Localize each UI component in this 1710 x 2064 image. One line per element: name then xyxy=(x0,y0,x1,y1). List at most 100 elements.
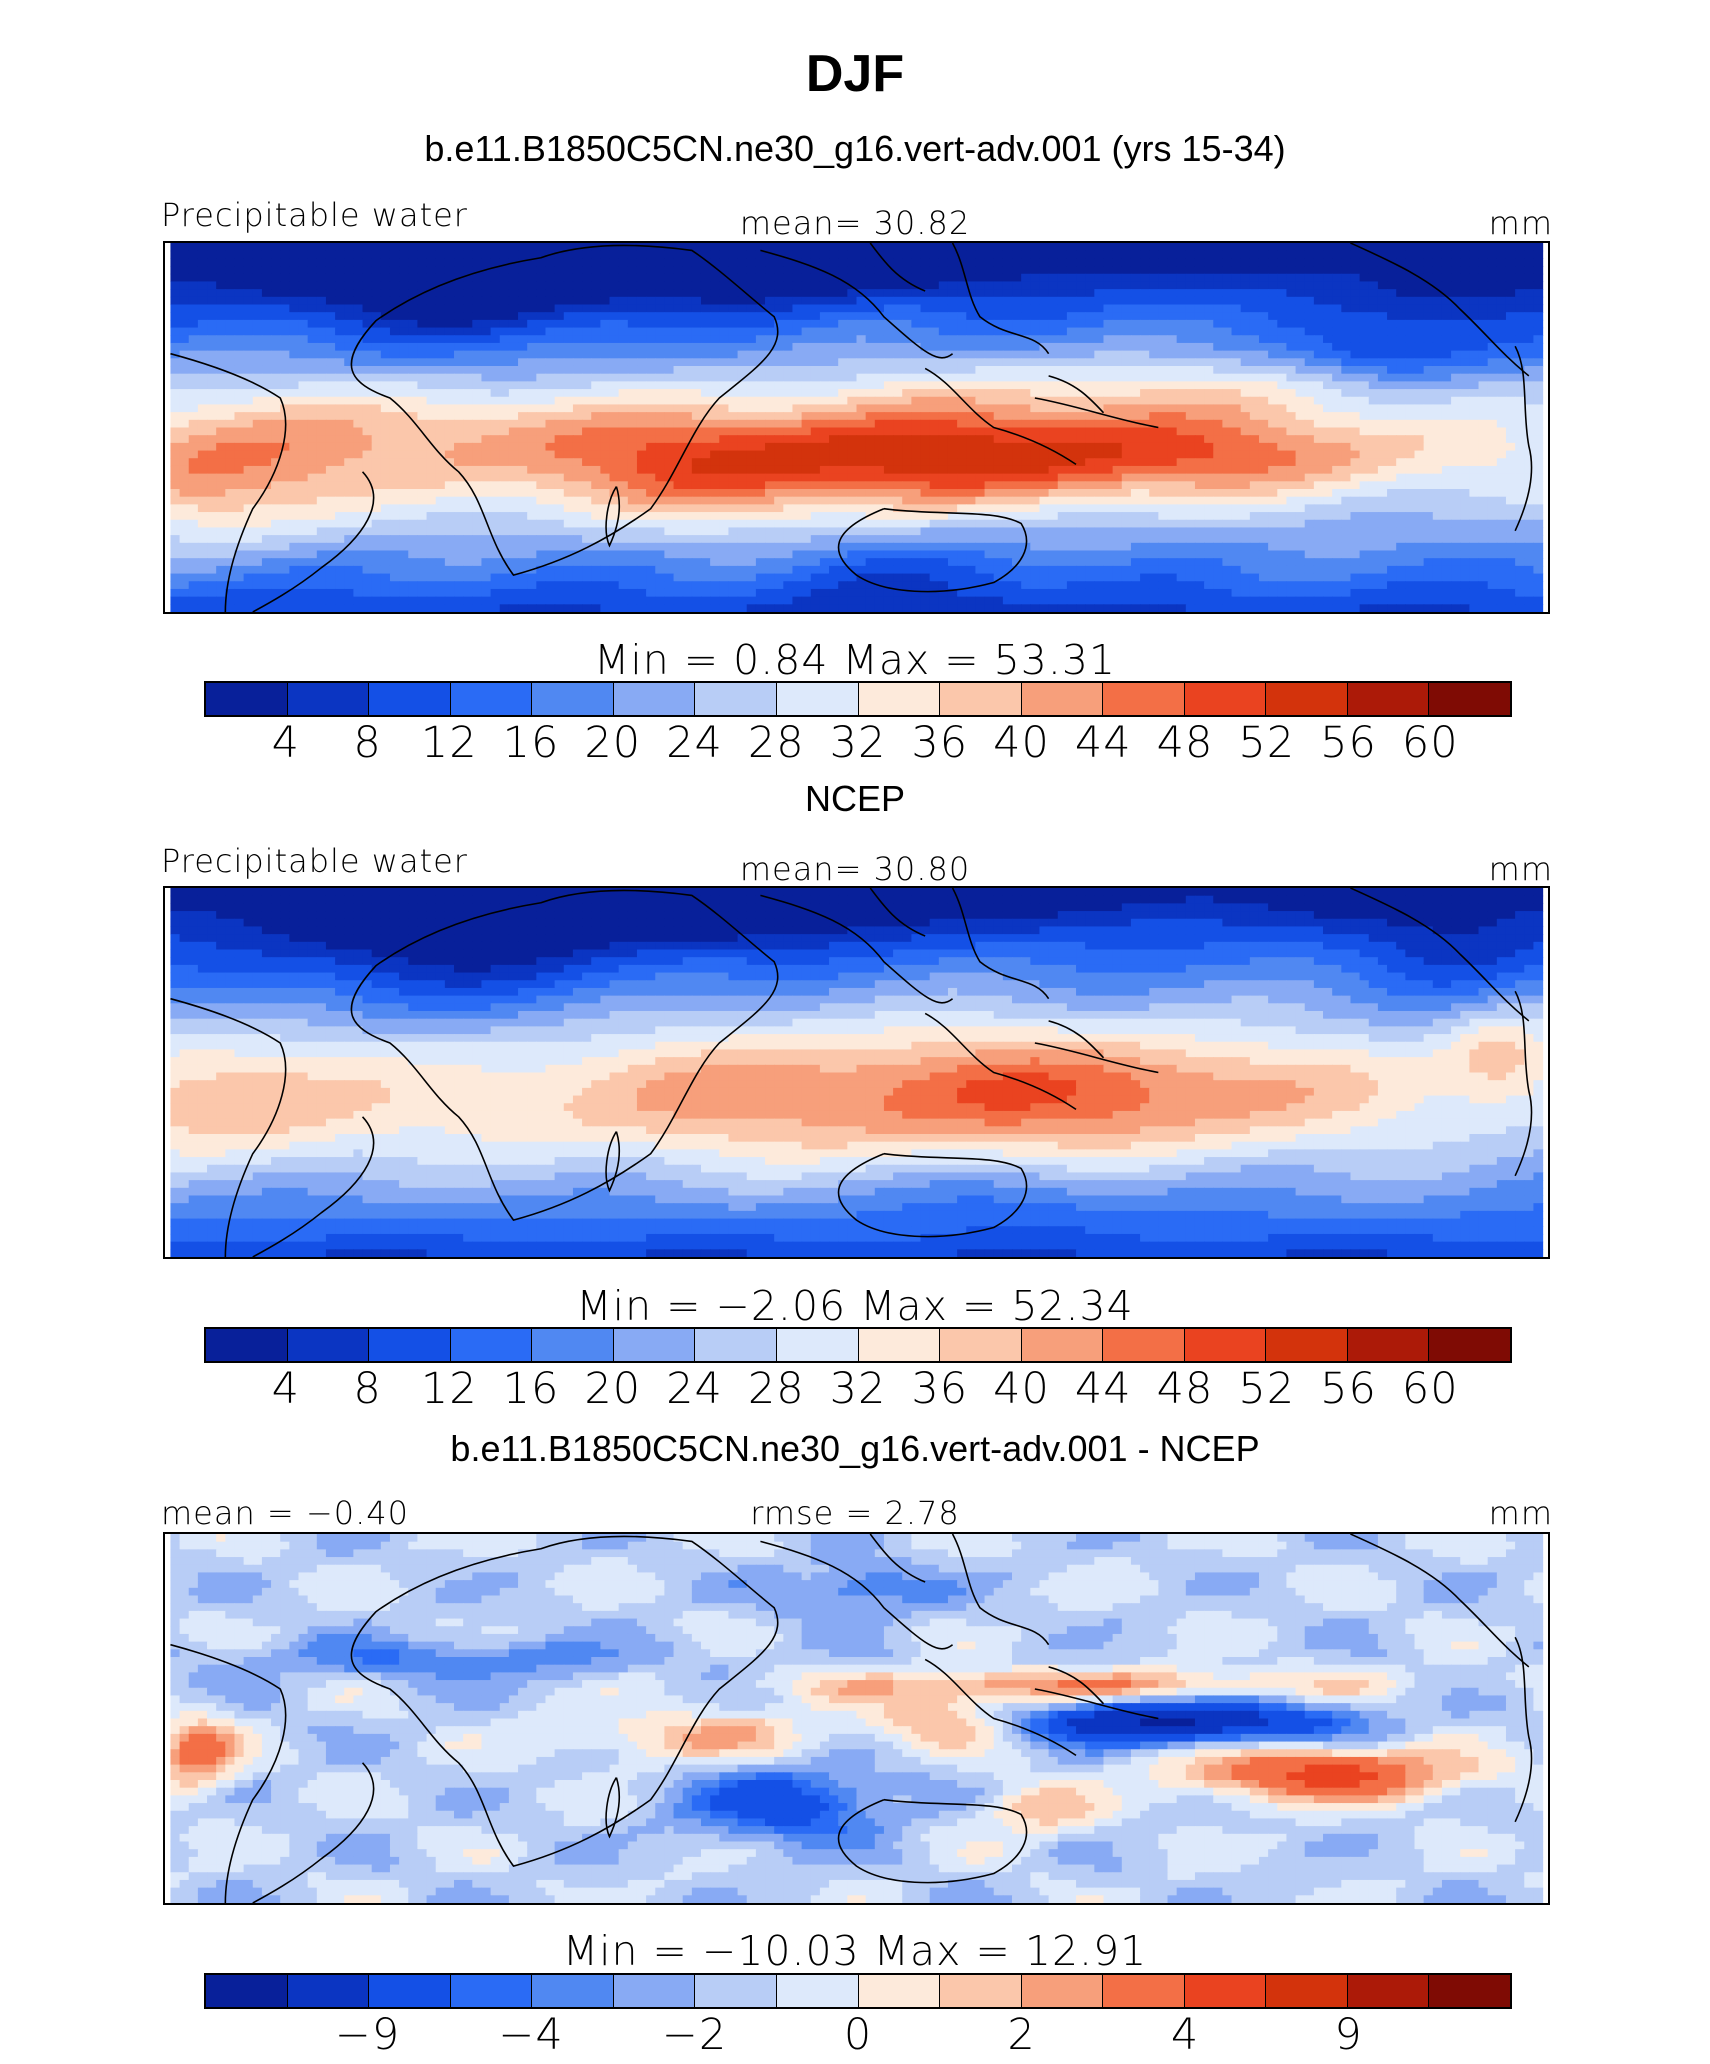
contour-cell xyxy=(399,312,409,321)
contour-cell xyxy=(1158,304,1169,313)
contour-cell xyxy=(1295,373,1306,382)
contour-cell xyxy=(207,381,217,390)
contour-cell xyxy=(600,465,611,475)
contour-cell xyxy=(380,442,391,452)
contour-cell xyxy=(1012,481,1022,490)
contour-cell xyxy=(673,442,684,452)
contour-cell xyxy=(938,489,949,498)
contour-cell xyxy=(655,289,665,298)
contour-cell xyxy=(1505,373,1516,382)
contour-cell xyxy=(1149,250,1159,259)
contour-cell xyxy=(609,319,620,329)
contour-cell xyxy=(737,365,748,375)
contour-cell xyxy=(627,258,638,267)
contour-cell xyxy=(682,266,693,275)
contour-cell xyxy=(947,289,958,298)
contour-cell xyxy=(1167,312,1178,321)
contour-cell xyxy=(1533,296,1544,306)
contour-cell xyxy=(1323,458,1333,467)
contour-cell xyxy=(1112,412,1123,421)
contour-cell xyxy=(408,304,419,313)
contour-cell xyxy=(380,243,391,252)
contour-cell xyxy=(170,442,181,452)
contour-cell xyxy=(243,465,254,475)
contour-cell xyxy=(1368,350,1379,359)
contour-cell xyxy=(481,427,492,436)
contour-cell xyxy=(463,327,473,336)
contour-cell xyxy=(1524,273,1535,283)
contour-cell xyxy=(1524,419,1535,429)
contour-cell xyxy=(1505,389,1516,398)
contour-cell xyxy=(1451,243,1461,252)
contour-cell xyxy=(664,312,675,321)
contour-cell xyxy=(353,465,364,475)
contour-cell xyxy=(1076,396,1086,406)
contour-cell xyxy=(1121,450,1132,459)
contour-cell xyxy=(271,296,281,306)
contour-cell xyxy=(829,389,839,398)
contour-cell xyxy=(1478,350,1489,359)
contour-cell xyxy=(435,427,446,436)
contour-cell xyxy=(243,419,254,429)
contour-cell xyxy=(1533,365,1544,375)
contour-cell xyxy=(1441,342,1452,352)
contour-cell xyxy=(1204,266,1214,275)
contour-cell xyxy=(1387,350,1397,359)
contour-cell xyxy=(700,389,711,398)
contour-cell xyxy=(865,404,876,413)
contour-cell xyxy=(728,489,739,498)
contour-cell xyxy=(966,442,977,452)
contour-cell xyxy=(1213,350,1223,359)
contour-cell xyxy=(1368,358,1379,367)
contour-cell xyxy=(664,473,675,482)
contour-cell xyxy=(207,243,217,252)
contour-cell xyxy=(1249,327,1260,336)
contour-cell xyxy=(1423,327,1434,336)
contour-cell xyxy=(1066,389,1077,398)
contour-cell xyxy=(1231,435,1242,444)
contour-cell xyxy=(1258,335,1269,344)
contour-cell xyxy=(691,442,702,452)
contour-cell xyxy=(591,373,601,382)
contour-cell xyxy=(975,358,986,367)
contour-cell xyxy=(755,396,766,406)
contour-cell xyxy=(847,458,858,467)
contour-cell xyxy=(1405,266,1416,275)
contour-cell xyxy=(636,381,647,390)
contour-cell xyxy=(646,289,656,298)
contour-cell xyxy=(371,473,382,482)
contour-cell xyxy=(1286,396,1297,406)
contour-cell xyxy=(1277,243,1288,252)
contour-cell xyxy=(1368,312,1379,321)
contour-cell xyxy=(1515,412,1525,421)
contour-cell xyxy=(737,258,748,267)
contour-cell xyxy=(1268,350,1278,359)
contour-cell xyxy=(728,319,739,329)
contour-cell xyxy=(380,342,391,352)
contour-cell xyxy=(179,450,190,459)
contour-cell xyxy=(1076,373,1086,382)
contour-cell xyxy=(1368,319,1379,329)
contour-cell xyxy=(893,396,903,406)
contour-cell xyxy=(371,427,382,436)
contour-cell xyxy=(1359,327,1370,336)
contour-cell xyxy=(1249,481,1260,490)
contour-cell xyxy=(353,442,364,452)
contour-cell xyxy=(454,396,464,406)
contour-cell xyxy=(380,404,391,413)
contour-cell xyxy=(883,243,894,252)
contour-cell xyxy=(1094,389,1105,398)
contour-cell xyxy=(1012,465,1022,475)
contour-cell xyxy=(1112,389,1123,398)
contour-cell xyxy=(874,396,885,406)
contour-cell xyxy=(545,489,556,498)
contour-cell xyxy=(1359,373,1370,382)
contour-cell xyxy=(197,266,208,275)
contour-cell xyxy=(801,365,812,375)
contour-cell xyxy=(1359,365,1370,375)
contour-cell xyxy=(197,427,208,436)
contour-cell xyxy=(646,481,656,490)
contour-cell xyxy=(417,250,428,259)
contour-cell xyxy=(911,427,922,436)
contour-cell xyxy=(1231,396,1242,406)
